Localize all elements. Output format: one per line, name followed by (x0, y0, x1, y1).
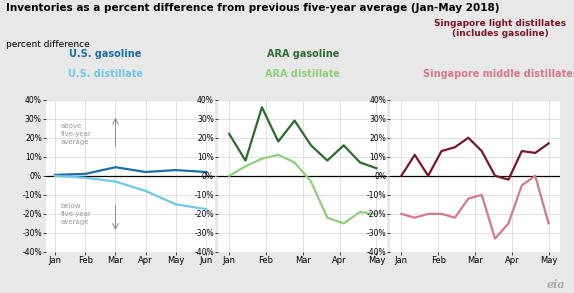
Text: ARA distillate: ARA distillate (265, 69, 340, 79)
Text: Inventories as a percent difference from previous five-year average (Jan-May 201: Inventories as a percent difference from… (6, 3, 499, 13)
Text: below
five-year
average: below five-year average (60, 203, 91, 225)
Text: eia: eia (547, 279, 565, 290)
Text: U.S. gasoline: U.S. gasoline (69, 49, 141, 59)
Text: U.S. distillate: U.S. distillate (68, 69, 143, 79)
Text: percent difference: percent difference (6, 40, 90, 49)
Text: ARA gasoline: ARA gasoline (266, 49, 339, 59)
Text: Singapore middle distillates: Singapore middle distillates (422, 69, 574, 79)
Text: Singapore light distillates
(includes gasoline): Singapore light distillates (includes ga… (435, 19, 567, 38)
Text: above
five-year
average: above five-year average (60, 123, 91, 145)
